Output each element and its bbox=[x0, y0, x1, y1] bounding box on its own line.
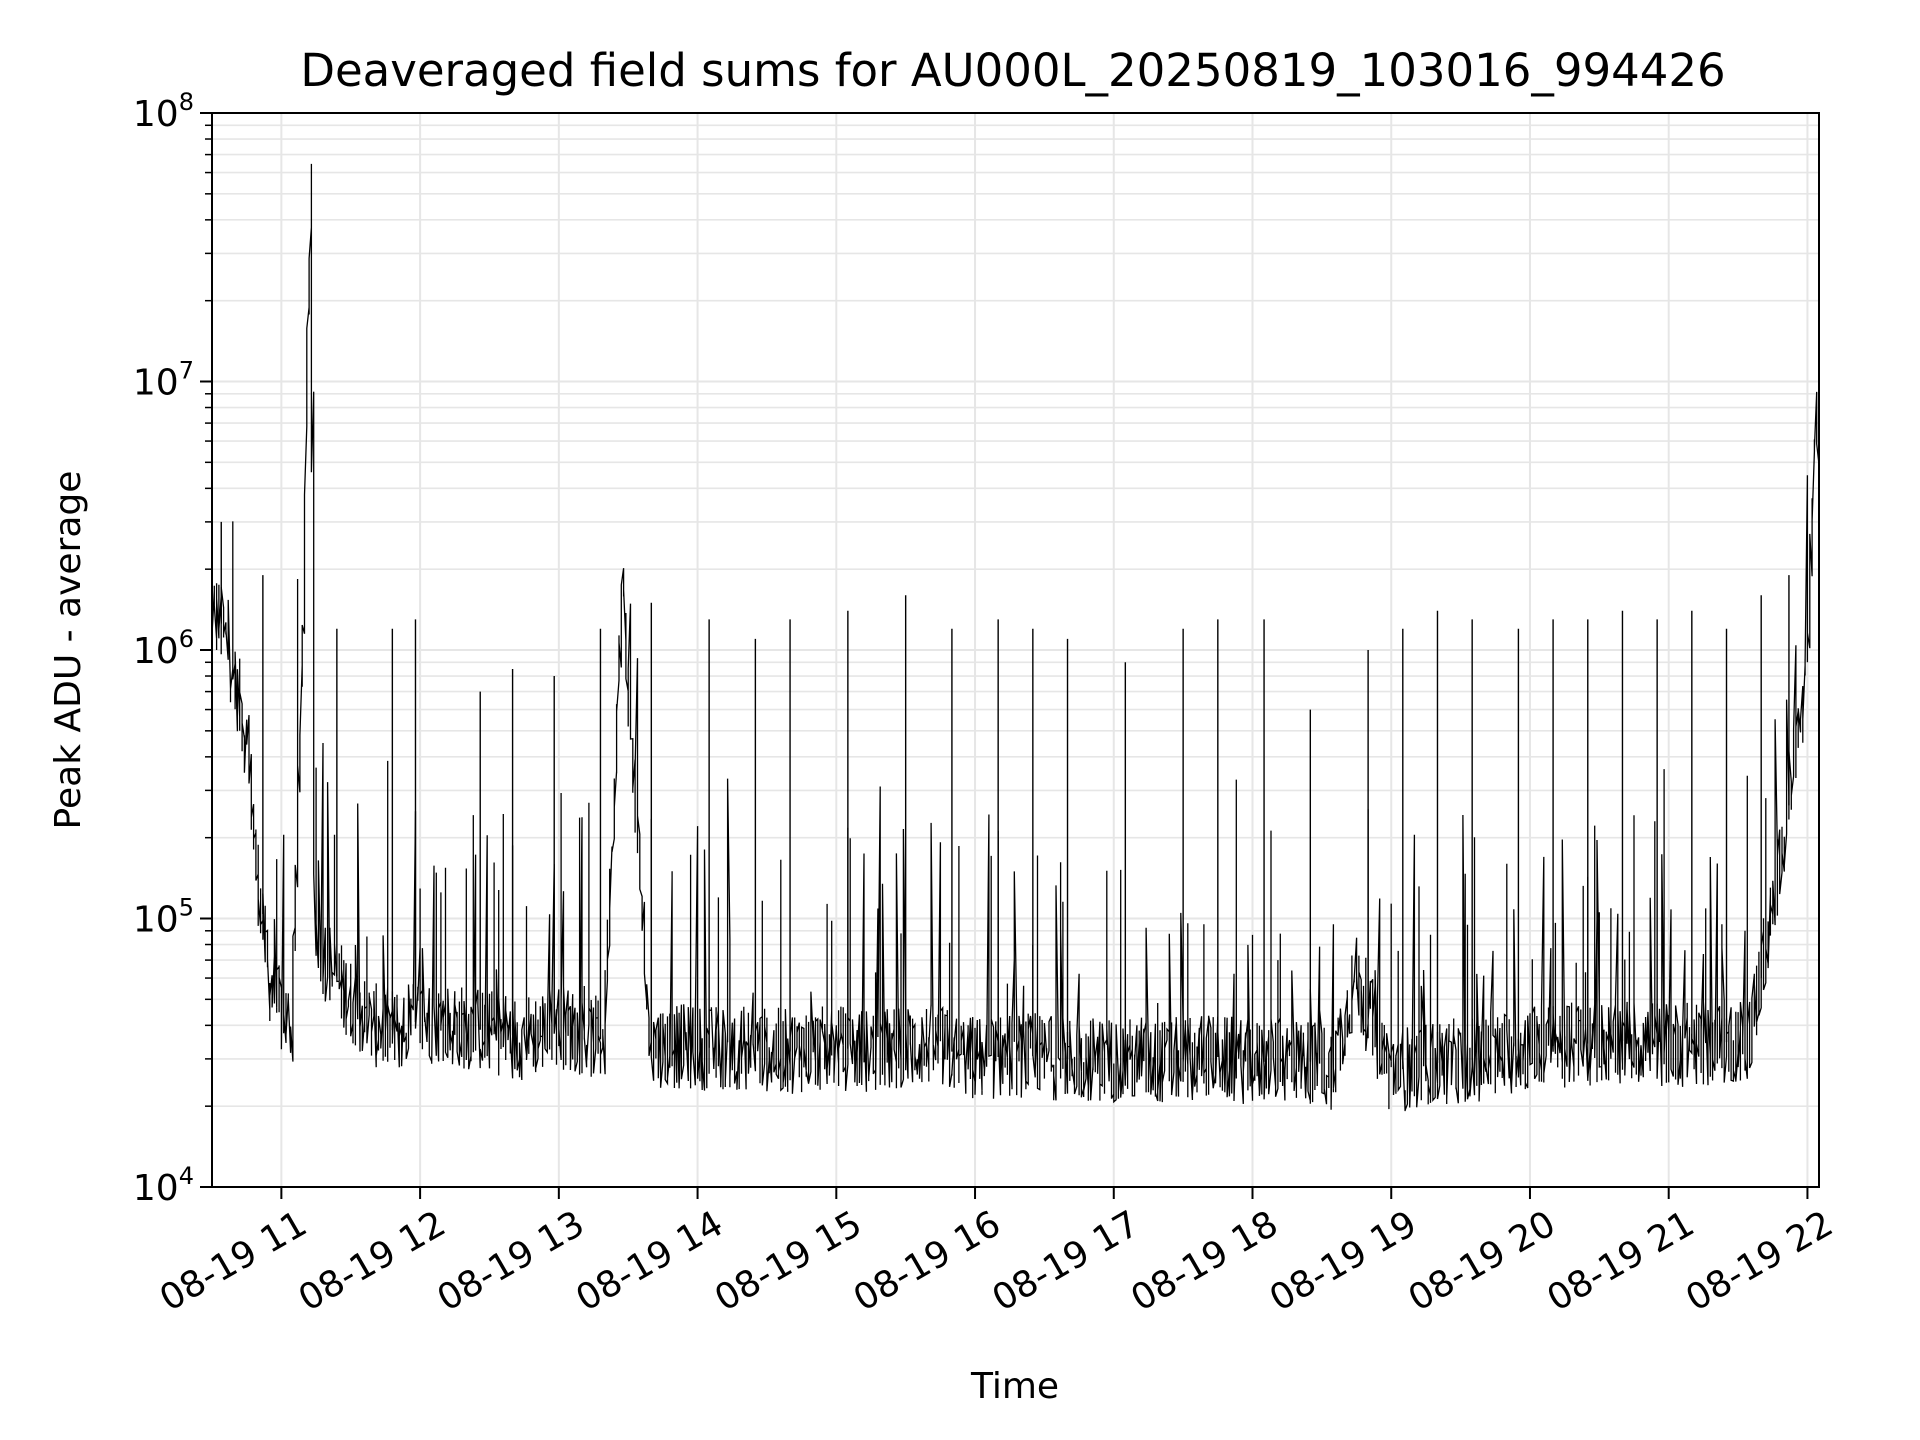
plot-area bbox=[211, 163, 1820, 1112]
y-tick-base: 10 bbox=[133, 631, 179, 672]
y-tick-label: 106 bbox=[133, 625, 194, 672]
x-axis-label: Time bbox=[970, 1366, 1059, 1407]
y-tick-exponent: 7 bbox=[179, 357, 194, 385]
y-tick-base: 10 bbox=[133, 363, 179, 404]
y-tick-label: 107 bbox=[133, 357, 194, 404]
series-line bbox=[211, 163, 1820, 1112]
y-tick-exponent: 4 bbox=[179, 1162, 194, 1190]
y-tick-base: 10 bbox=[133, 1168, 179, 1209]
y-tick-exponent: 5 bbox=[179, 894, 194, 922]
y-tick-exponent: 8 bbox=[179, 88, 194, 116]
y-tick-exponent: 6 bbox=[179, 625, 194, 653]
y-tick-label: 105 bbox=[133, 894, 194, 941]
y-tick-base: 10 bbox=[133, 900, 179, 941]
y-tick-base: 10 bbox=[133, 94, 179, 135]
chart-title: Deaveraged field sums for AU000L_2025081… bbox=[300, 44, 1725, 97]
y-axis-label: Peak ADU - average bbox=[48, 471, 89, 830]
y-tick-label: 104 bbox=[133, 1162, 194, 1209]
y-tick-label: 108 bbox=[133, 88, 194, 135]
